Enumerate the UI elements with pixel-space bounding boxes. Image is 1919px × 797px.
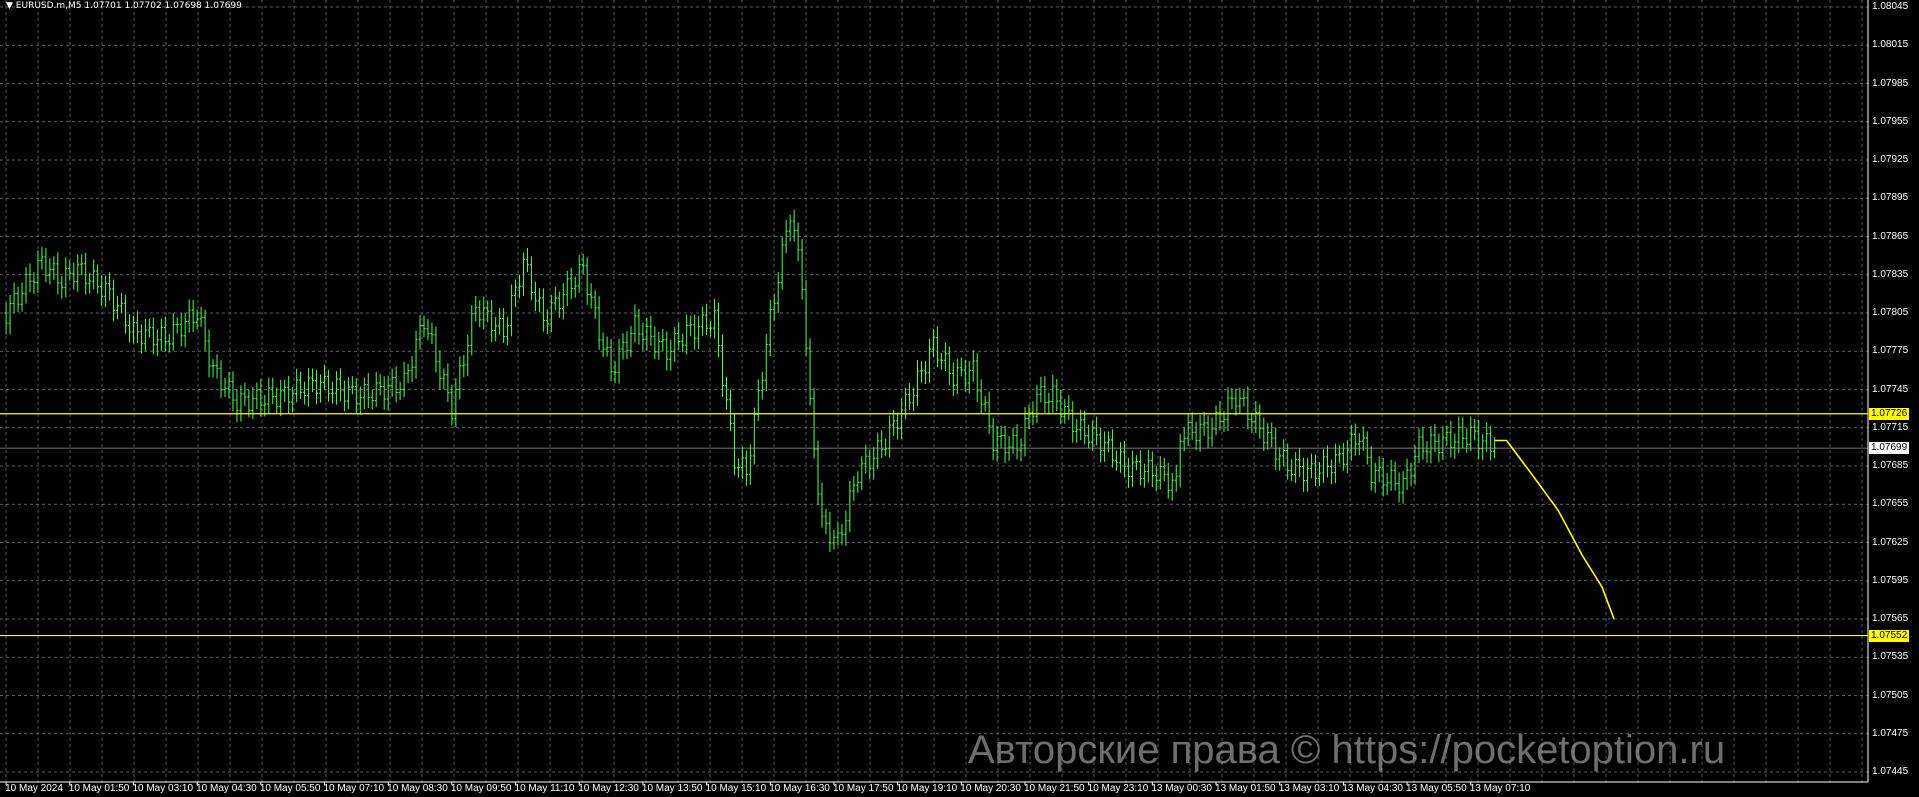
price-tick-label: 1.07445 [1872, 766, 1909, 777]
price-tick-label: 1.07685 [1872, 460, 1909, 471]
time-tick-label: 10 May 08:30 [387, 783, 448, 794]
time-tick-label: 13 May 04:30 [1342, 783, 1403, 794]
price-tick-label: 1.07865 [1872, 230, 1909, 242]
price-tick-label: 1.07805 [1872, 307, 1909, 318]
time-tick-label: 10 May 03:10 [132, 783, 194, 794]
price-tick-label: 1.08045 [1872, 1, 1909, 12]
symbol-ohlc-text: EURUSD.m,M5 1.07701 1.07702 1.07698 1.07… [15, 1, 242, 11]
triangle-down-icon[interactable]: ▼ [6, 1, 13, 11]
time-tick-label: 10 May 11:10 [514, 783, 575, 794]
price-tick-label: 1.07655 [1872, 498, 1909, 510]
time-tick-label: 10 May 09:50 [450, 783, 512, 794]
time-tick-label: 10 May 13:50 [641, 783, 703, 794]
price-tick-label: 1.07505 [1872, 689, 1909, 701]
price-tick-label: 1.07925 [1872, 154, 1909, 165]
bid-price-tag: 1.07699 [1869, 442, 1910, 455]
price-tick-label: 1.07835 [1872, 268, 1909, 280]
forecast-curve [1494, 439, 1615, 620]
time-tick-label: 10 May 21:50 [1023, 783, 1085, 794]
time-tick-label: 13 May 00:30 [1151, 783, 1212, 794]
price-tick-label: 1.07895 [1872, 192, 1909, 204]
price-tick-label: 1.07595 [1872, 574, 1909, 586]
time-tick-label: 10 May 04:30 [196, 783, 257, 794]
symbol-info: ▼ EURUSD.m,M5 1.07701 1.07702 1.07698 1.… [6, 1, 242, 11]
time-tick-label: 10 May 05:50 [259, 783, 321, 794]
time-tick-label: 10 May 12:30 [578, 783, 639, 794]
time-tick-label: 10 May 15:10 [705, 783, 767, 794]
price-tick-label: 1.07475 [1872, 727, 1909, 739]
time-tick-label: 13 May 07:10 [1469, 783, 1531, 794]
time-tick-label: 10 May 17:50 [832, 783, 894, 794]
time-tick-label: 10 May 19:10 [896, 783, 958, 794]
time-tick-label: 10 May 20:30 [960, 783, 1021, 794]
watermark: Авторские права © https://pocketoption.r… [968, 728, 1726, 772]
time-tick-label: 10 May 07:10 [323, 783, 385, 794]
level-price-tag: 1.07552 [1869, 629, 1910, 642]
time-tick-label: 13 May 05:50 [1406, 783, 1467, 794]
time-tick-label: 10 May 23:10 [1087, 783, 1149, 794]
price-tick-label: 1.07535 [1872, 651, 1909, 663]
price-tick-label: 1.07715 [1872, 421, 1909, 433]
price-tick-label: 1.08015 [1872, 39, 1909, 51]
price-tick-label: 1.07775 [1872, 345, 1909, 357]
time-tick-label: 13 May 01:50 [1215, 783, 1276, 794]
price-tick-label: 1.07985 [1872, 77, 1909, 89]
time-tick-label: 10 May 2024 [5, 783, 63, 794]
time-tick-label: 10 May 16:30 [769, 783, 830, 794]
time-tick-label: 10 May 01:50 [68, 783, 130, 794]
price-tick-label: 1.07745 [1872, 383, 1909, 395]
price-tick-label: 1.07565 [1872, 613, 1909, 624]
price-tick-label: 1.07625 [1872, 536, 1909, 548]
price-tick-label: 1.07955 [1872, 115, 1909, 127]
time-tick-label: 13 May 03:10 [1278, 783, 1340, 794]
level-price-tag: 1.07726 [1869, 407, 1910, 420]
